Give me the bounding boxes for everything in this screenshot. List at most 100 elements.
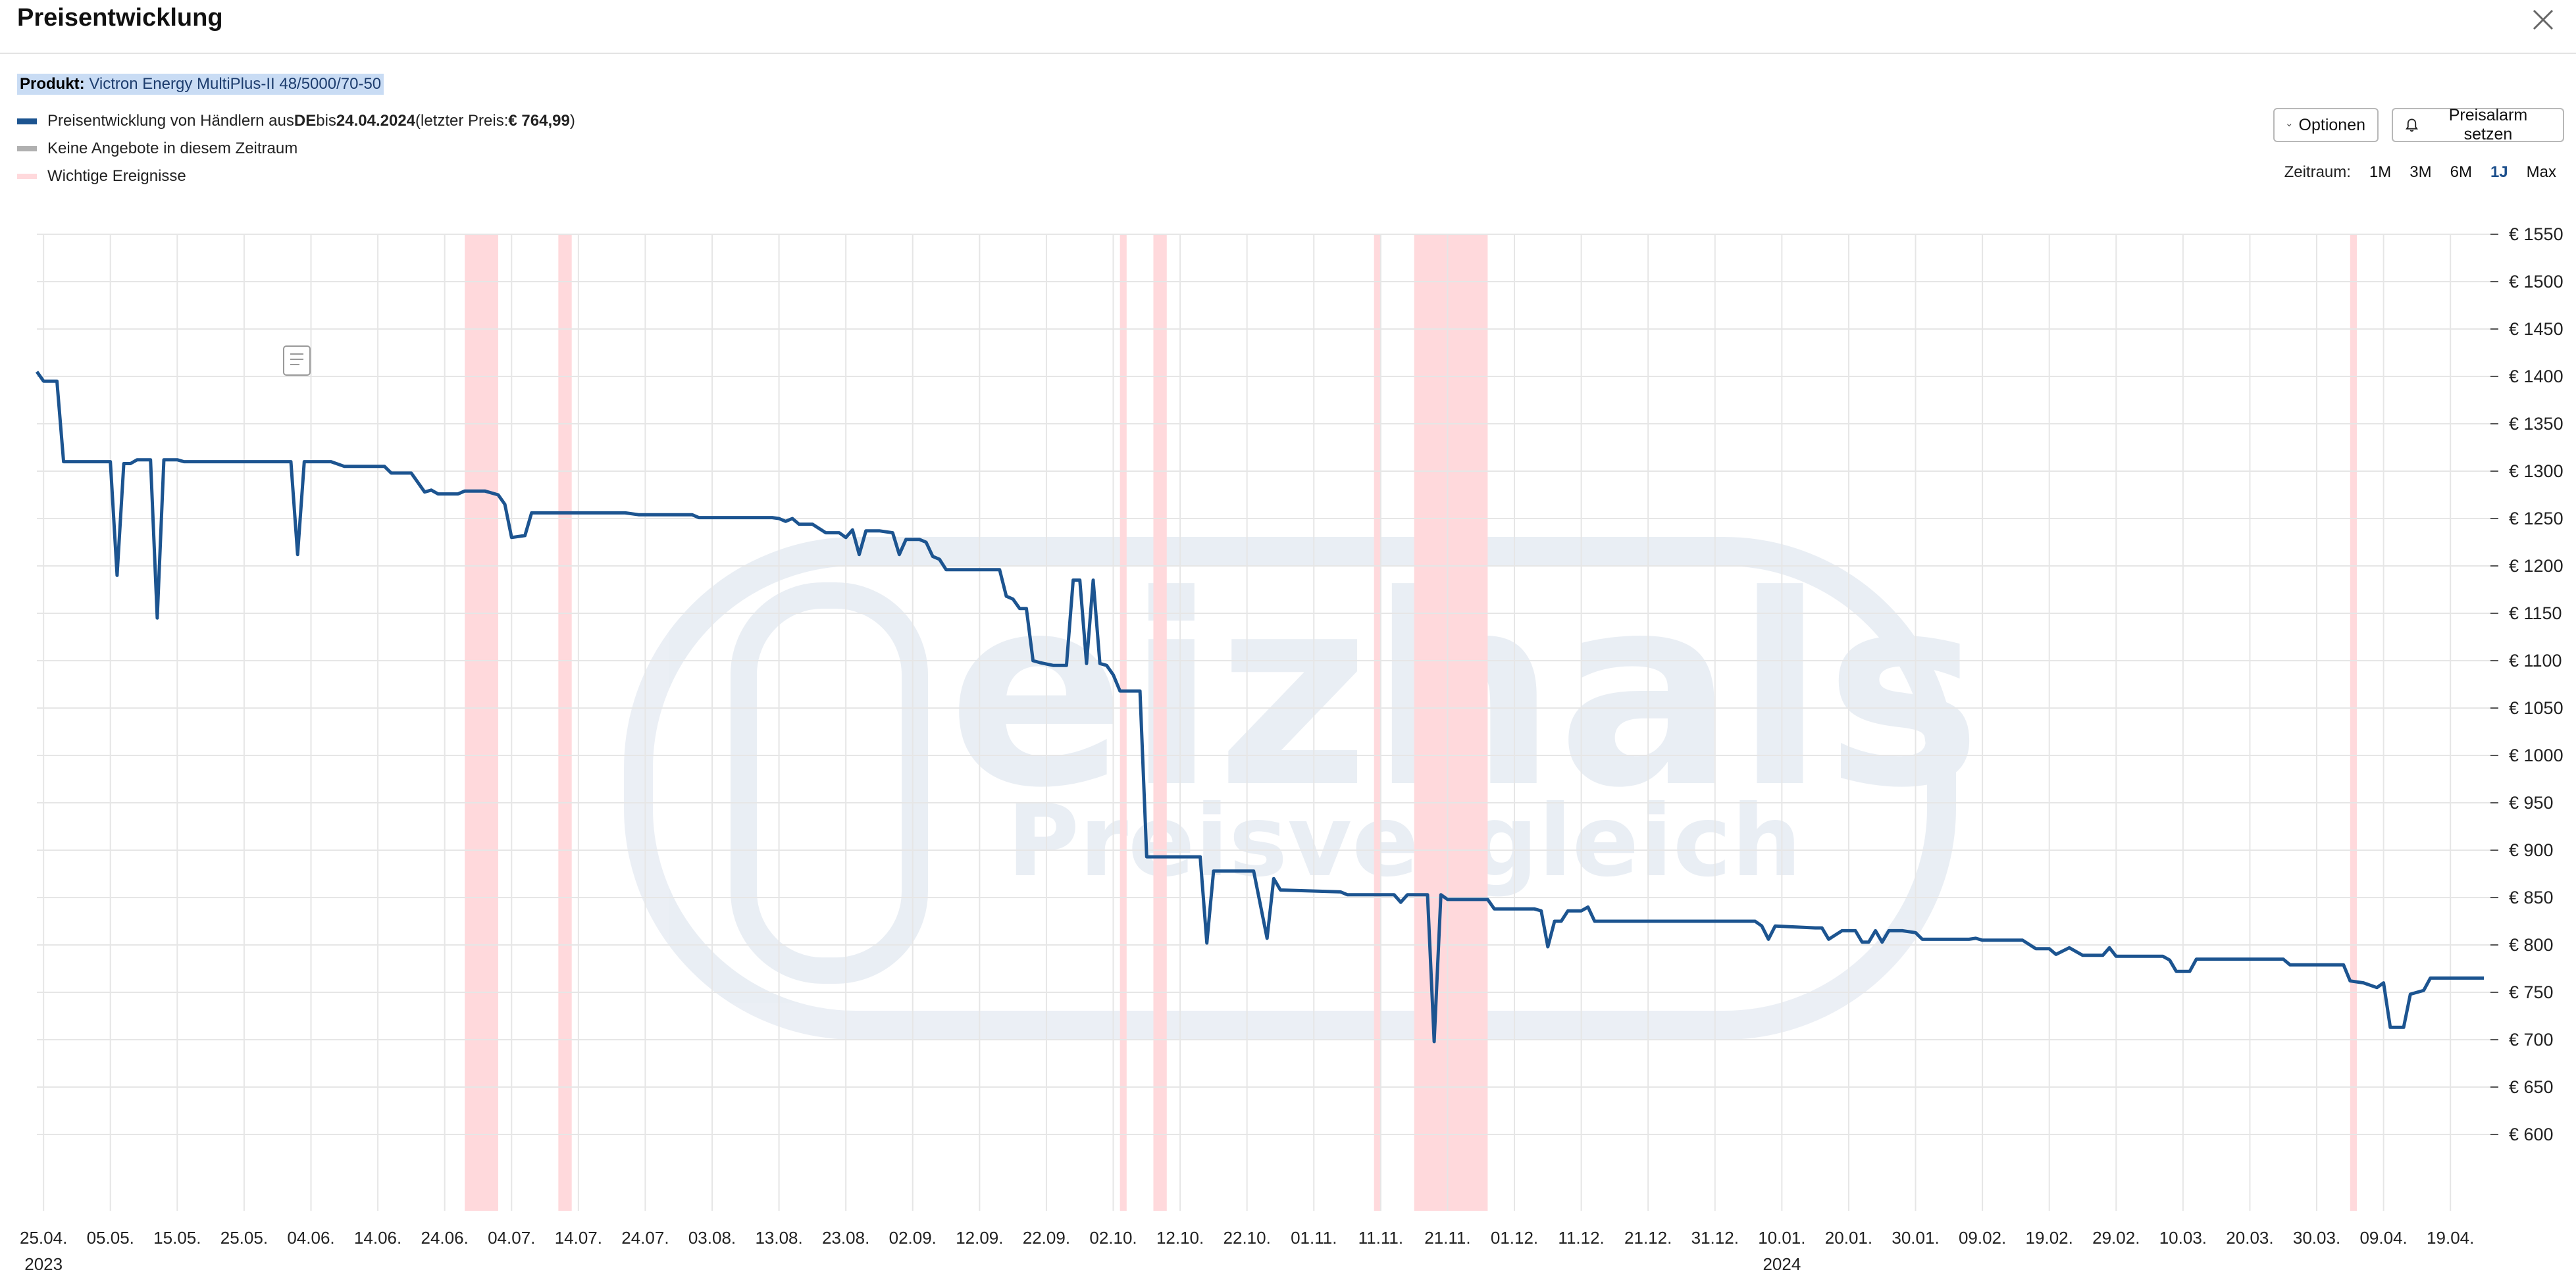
options-button[interactable]: Optionen [2273, 108, 2379, 142]
y-tick-label: € 600 [2509, 1125, 2554, 1144]
legend-no-offers-swatch [17, 146, 37, 151]
y-tick-label: € 1050 [2509, 698, 2563, 718]
y-tick-label: € 1450 [2509, 319, 2563, 339]
y-tick-label: € 1550 [2509, 224, 2563, 244]
y-tick-label: € 850 [2509, 888, 2554, 907]
product-info: Produkt: Victron Energy MultiPlus-II 48/… [17, 74, 384, 95]
options-button-label: Optionen [2298, 115, 2365, 134]
y-axis: € 600 € 650 € 700 € 750 € 800 € 850 € 900 € 950… [2490, 224, 2563, 1144]
legend-line-swatch [17, 118, 37, 124]
x-tick-label: 13.08. [755, 1228, 802, 1248]
watermark: eizhals Preisvergleich [624, 537, 1982, 1040]
legend-price-country: DE [294, 112, 317, 130]
legend-events-swatch [17, 174, 37, 179]
zeitraum-selector: Zeitraum: 1M 3M 6M 1J Max [2284, 163, 2556, 182]
embed-icon[interactable] [283, 345, 311, 376]
y-tick-label: € 900 [2509, 840, 2554, 860]
x-tick-label: 19.04. [2427, 1228, 2474, 1248]
y-tick-label: € 1350 [2509, 414, 2563, 434]
zeitraum-3m[interactable]: 3M [2409, 163, 2432, 181]
x-tick-label: 21.11. [1424, 1228, 1470, 1248]
zeitraum-1j[interactable]: 1J [2490, 163, 2508, 181]
x-tick-label: 02.10. [1089, 1228, 1137, 1248]
x-tick-label: 11.12. [1558, 1228, 1604, 1248]
x-tick-label: 01.11. [1291, 1228, 1337, 1248]
zeitraum-label: Zeitraum: [2284, 163, 2351, 181]
x-tick-label: 22.10. [1224, 1228, 1271, 1248]
x-tick-label: 19.02. [2026, 1228, 2073, 1248]
product-name: Victron Energy MultiPlus-II 48/5000/70-5… [89, 75, 382, 93]
x-tick-label: 31.12. [1691, 1228, 1739, 1248]
price-alarm-button-label: Preisalarm setzen [2448, 106, 2528, 143]
x-tick-label: 10.01. [1758, 1228, 1805, 1248]
x-year-label: 2024 [1763, 1254, 1801, 1270]
zeitraum-6m[interactable]: 6M [2450, 163, 2472, 181]
x-tick-label: 21.12. [1624, 1228, 1672, 1248]
legend-events: Wichtige Ereignisse [17, 167, 186, 186]
price-chart: eizhals Preisvergleich € 600€ 650€ 700€ … [20, 224, 2563, 1270]
y-tick-label: € 950 [2509, 793, 2554, 813]
y-tick-label: € 1400 [2509, 367, 2563, 386]
x-tick-label: 12.10. [1156, 1228, 1204, 1248]
grid-layer [37, 234, 2490, 1211]
y-tick-label: € 700 [2509, 1030, 2554, 1050]
y-tick-label: € 800 [2509, 935, 2554, 955]
dialog-header: Preisentwicklung [0, 0, 2576, 54]
legend-price-prefix: Preisentwicklung von Händlern aus [47, 112, 294, 130]
x-tick-label: 01.12. [1491, 1228, 1538, 1248]
y-tick-label: € 1300 [2509, 461, 2563, 481]
x-tick-label: 09.02. [1959, 1228, 2006, 1248]
x-tick-label: 02.09. [889, 1228, 937, 1248]
watermark-g-shape [731, 582, 928, 984]
bell-icon [2406, 118, 2418, 132]
x-axis: 25.04. 2023 05.05. 15.05. 25.05. 04.06. 14.06.… [20, 1228, 2474, 1270]
zeitraum-1m[interactable]: 1M [2369, 163, 2392, 181]
x-tick-label: 12.09. [956, 1228, 1003, 1248]
legend-no-offers-label: Keine Angebote in diesem Zeitraum [47, 140, 298, 157]
y-tick-label: € 750 [2509, 982, 2554, 1002]
x-tick-label: 05.05. [87, 1228, 134, 1248]
x-tick-label: 22.09. [1023, 1228, 1070, 1248]
legend-price-last-value: € 764,99 [508, 112, 570, 130]
zeitraum-max[interactable]: Max [2526, 163, 2556, 181]
event-band-5 [1414, 234, 1488, 1211]
price-alarm-button[interactable]: Preisalarm setzen [2392, 106, 2564, 143]
x-tick-label: 14.06. [354, 1228, 401, 1248]
y-tick-label: € 1000 [2509, 746, 2563, 765]
event-band-0 [465, 234, 498, 1211]
dialog-title: Preisentwicklung [17, 4, 223, 32]
x-tick-label: 04.06. [287, 1228, 334, 1248]
event-band-2 [1120, 234, 1127, 1211]
y-tick-label: € 1100 [2509, 651, 2562, 671]
x-tick-label: 04.07. [488, 1228, 535, 1248]
x-tick-label: 14.07. [555, 1228, 602, 1248]
event-band-3 [1153, 234, 1167, 1211]
x-tick-label: 30.01. [1892, 1228, 1939, 1248]
x-tick-label: 11.11. [1358, 1228, 1403, 1248]
legend-price-mid: bis [316, 112, 336, 130]
legend-events-label: Wichtige Ereignisse [47, 167, 186, 185]
y-tick-label: € 1250 [2509, 509, 2563, 528]
chevron-down-icon [2287, 124, 2292, 127]
x-tick-label: 10.03. [2159, 1228, 2207, 1248]
legend-price-last-prefix: (letzter Preis: [415, 112, 509, 130]
close-icon[interactable] [2527, 4, 2559, 36]
x-tick-label: 30.03. [2293, 1228, 2340, 1248]
watermark-frame [624, 537, 1956, 1040]
x-tick-label: 29.02. [2092, 1228, 2140, 1248]
x-tick-label: 09.04. [2359, 1228, 2407, 1248]
legend-price-date: 24.04.2024 [336, 112, 416, 130]
price-series-line-0 [35, 370, 2484, 1044]
x-tick-label: 03.08. [688, 1228, 736, 1248]
y-tick-label: € 1150 [2509, 603, 2562, 623]
x-tick-label: 24.07. [621, 1228, 669, 1248]
x-tick-label: 20.01. [1825, 1228, 1872, 1248]
y-tick-label: € 1200 [2509, 556, 2563, 576]
event-band-6 [2350, 234, 2357, 1211]
x-tick-label: 23.08. [822, 1228, 869, 1248]
x-tick-label: 24.06. [421, 1228, 469, 1248]
x-tick-label: 25.04. [20, 1228, 67, 1248]
legend-price-last-suffix: ) [569, 112, 575, 130]
x-year-label: 2023 [24, 1254, 63, 1270]
event-band-4 [1374, 234, 1381, 1211]
